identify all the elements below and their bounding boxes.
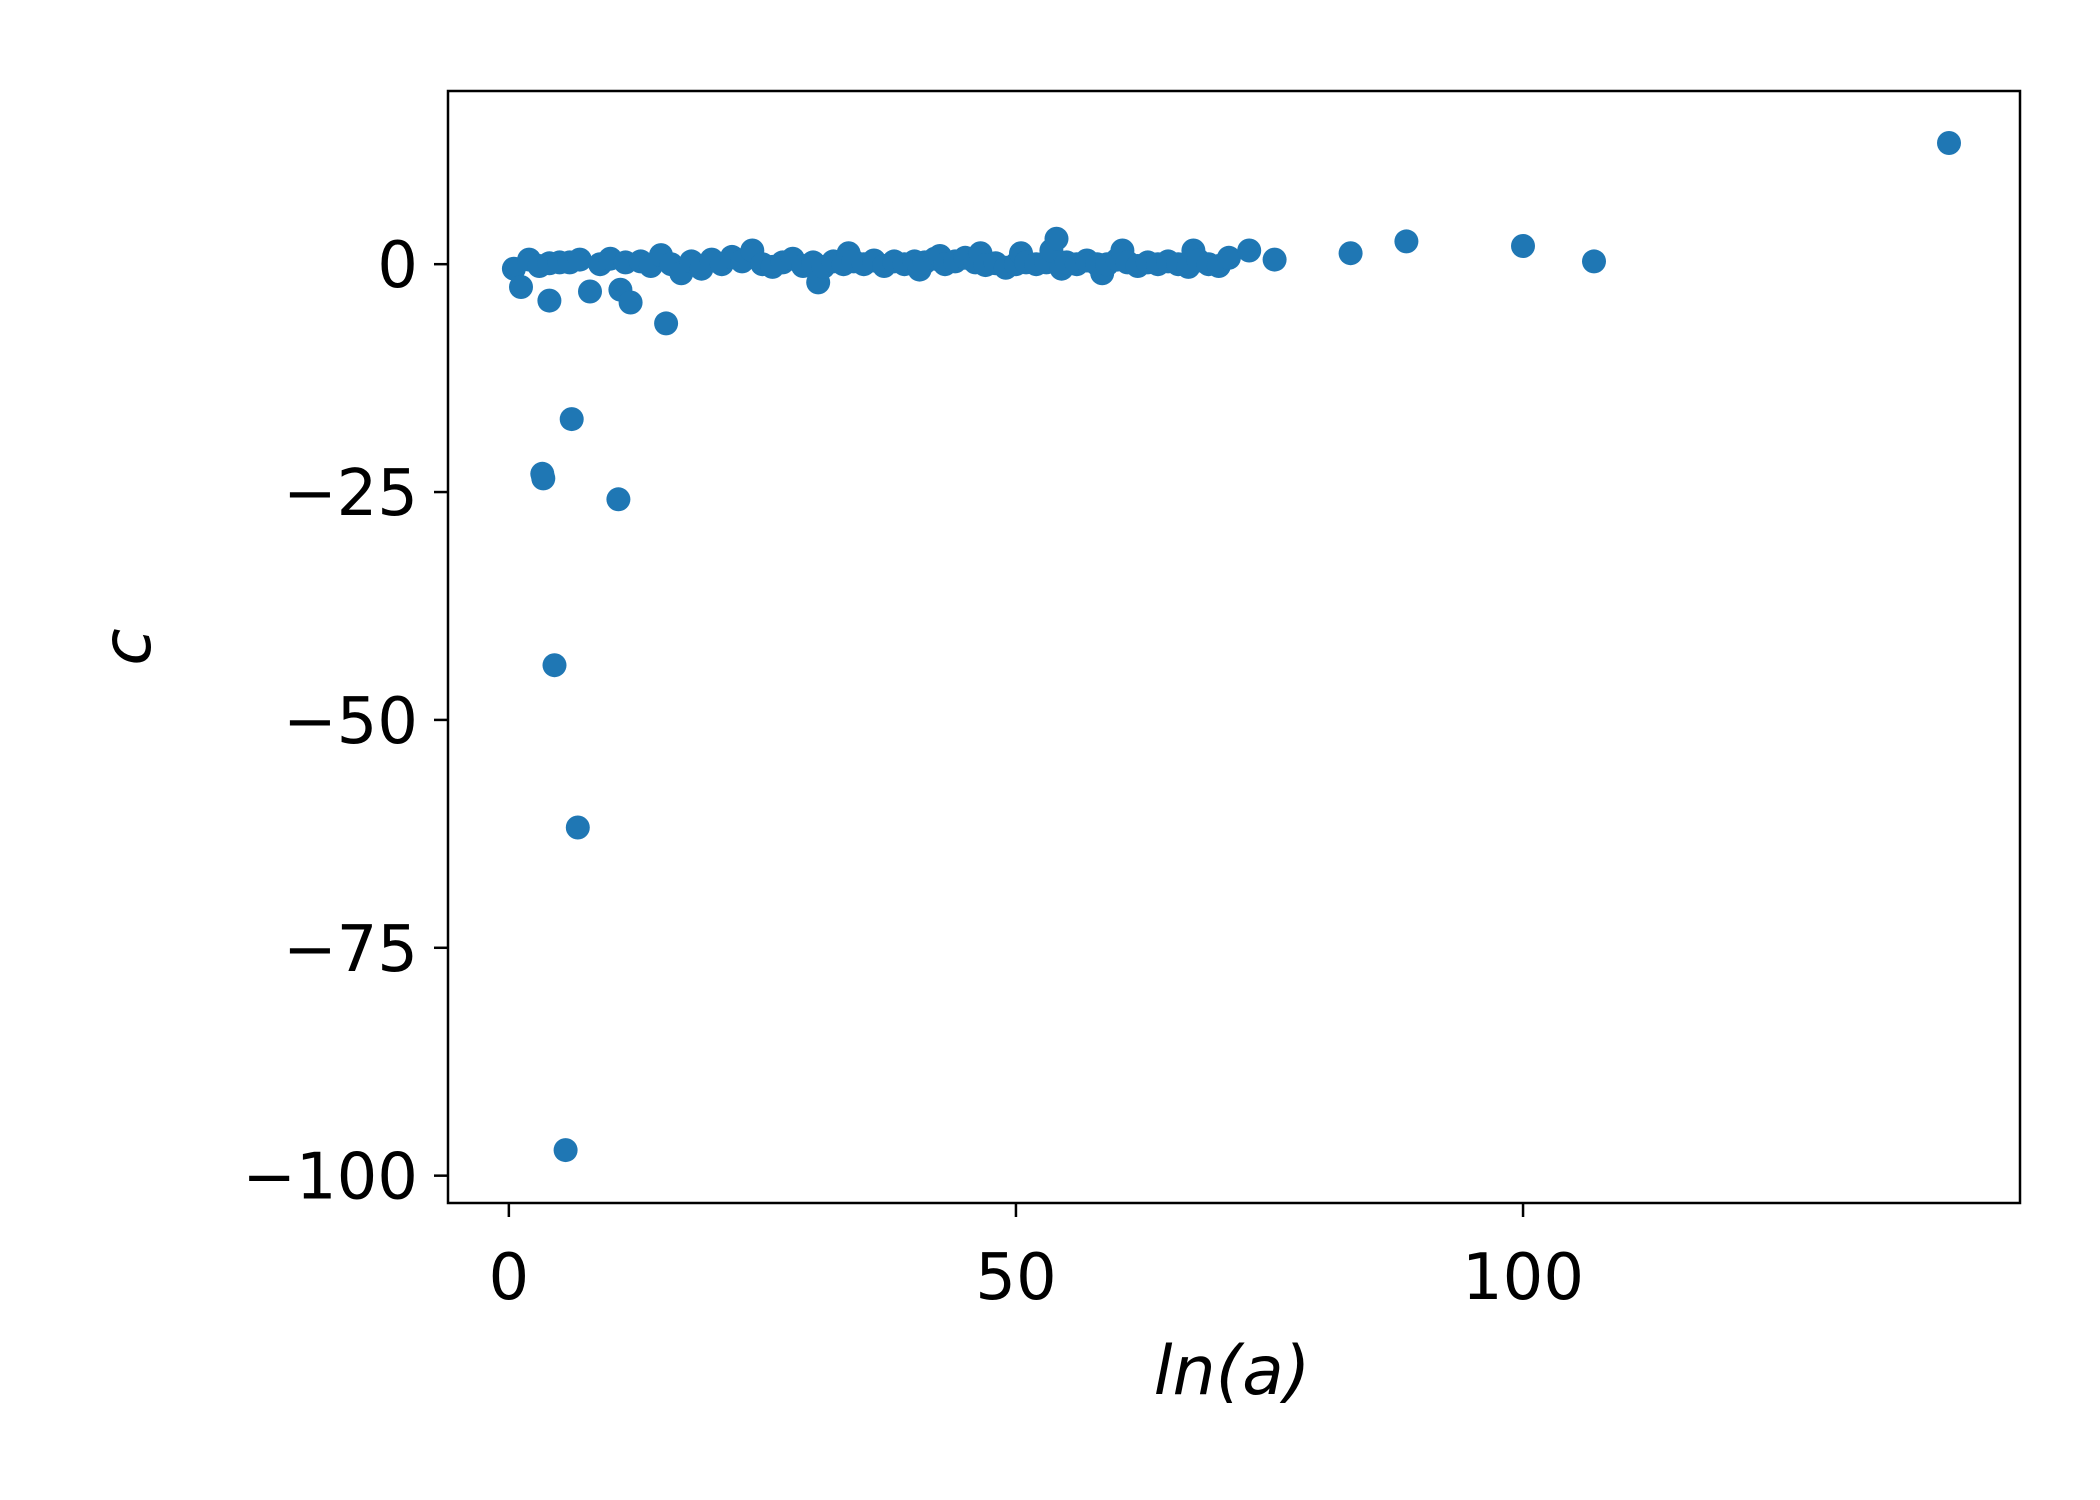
data-point [1216, 245, 1241, 270]
data-point [509, 275, 533, 299]
data-point [542, 653, 567, 678]
x-tick-label: 50 [975, 1241, 1056, 1315]
x-axis: 0 50 100 [488, 1203, 1584, 1315]
data-point [553, 1138, 578, 1163]
y-axis: 0 −25 −50 −75 −100 [242, 229, 448, 1215]
data-point [1237, 238, 1262, 263]
y-tick-label: −100 [242, 1141, 418, 1215]
data-point [559, 407, 584, 432]
data-point [565, 815, 590, 840]
y-tick-label: −75 [283, 913, 418, 987]
x-axis-label: ln(a) [1154, 1332, 1311, 1411]
data-point [1262, 247, 1287, 272]
data-point [1511, 234, 1535, 258]
y-tick-label: −25 [283, 457, 418, 531]
x-tick-label: 0 [488, 1241, 529, 1315]
data-point [1394, 229, 1419, 254]
y-tick-label: −50 [283, 685, 418, 759]
data-point [1937, 131, 1961, 155]
data-point [578, 279, 602, 304]
data-point [531, 466, 556, 491]
data-point [567, 247, 592, 272]
data-point [618, 290, 643, 315]
scatter-marks [501, 131, 1961, 1163]
data-point [1044, 226, 1069, 251]
data-point [537, 288, 562, 313]
data-point [654, 311, 679, 336]
y-tick-label: 0 [377, 229, 418, 303]
data-point [606, 487, 631, 512]
x-tick-label: 100 [1462, 1241, 1584, 1315]
plot-frame [446, 89, 2022, 1205]
data-point [1338, 241, 1363, 266]
y-axis-label: c [88, 628, 167, 665]
data-point [1582, 249, 1606, 274]
